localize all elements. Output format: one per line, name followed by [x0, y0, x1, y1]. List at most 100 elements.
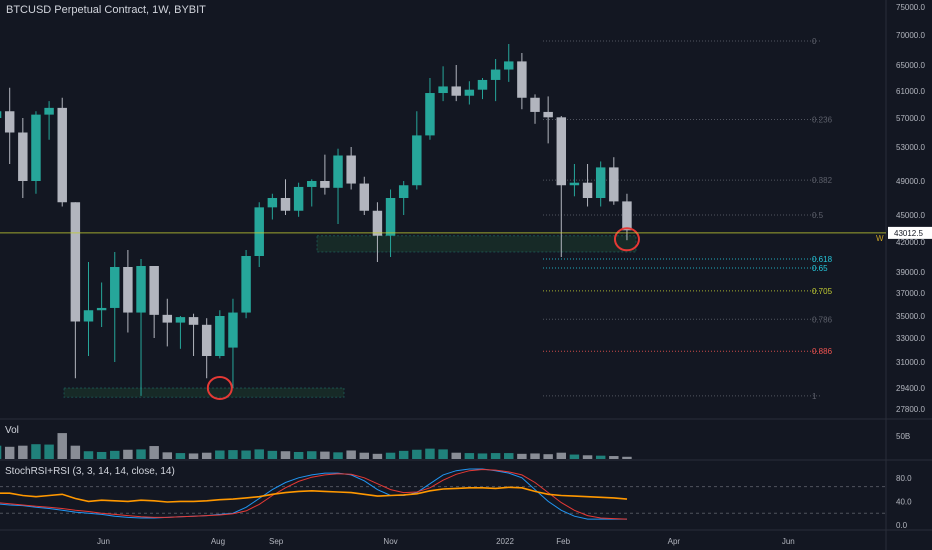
- volume-bar[interactable]: [136, 449, 146, 459]
- candle[interactable]: [609, 167, 619, 202]
- candle[interactable]: [267, 198, 278, 208]
- candle[interactable]: [556, 117, 567, 186]
- volume-bar[interactable]: [254, 449, 264, 459]
- volume-bar[interactable]: [582, 455, 593, 459]
- candle[interactable]: [333, 155, 343, 188]
- candle[interactable]: [188, 317, 199, 325]
- volume-bar[interactable]: [438, 449, 448, 459]
- candle[interactable]: [517, 61, 527, 98]
- candle[interactable]: [57, 107, 67, 203]
- candle[interactable]: [162, 314, 173, 323]
- candle[interactable]: [504, 61, 514, 70]
- candle[interactable]: [438, 86, 448, 94]
- candle[interactable]: [83, 310, 94, 322]
- volume-bar[interactable]: [385, 452, 396, 459]
- time-axis[interactable]: Jun Aug Sep Nov 2022 Feb Apr Jun: [97, 537, 795, 546]
- volume-bar[interactable]: [398, 450, 409, 459]
- volume-bar[interactable]: [57, 433, 67, 459]
- volume-bar[interactable]: [320, 451, 330, 459]
- volume-bar[interactable]: [110, 450, 120, 459]
- candle[interactable]: [201, 324, 212, 356]
- volume-bar[interactable]: [477, 453, 488, 459]
- volume-bar[interactable]: [241, 450, 251, 459]
- candle[interactable]: [543, 111, 553, 118]
- volume-bar[interactable]: [622, 456, 632, 459]
- candle[interactable]: [464, 89, 475, 96]
- candle[interactable]: [241, 256, 251, 313]
- volume-bar[interactable]: [530, 453, 540, 459]
- volume-bar[interactable]: [609, 456, 619, 459]
- candle[interactable]: [136, 266, 146, 313]
- candle[interactable]: [18, 132, 28, 182]
- candle[interactable]: [280, 198, 291, 211]
- volume-bar[interactable]: [412, 449, 422, 459]
- volume-bar[interactable]: [228, 450, 238, 459]
- volume-bar[interactable]: [162, 452, 173, 459]
- volume-bar[interactable]: [425, 448, 435, 459]
- volume-bar[interactable]: [267, 450, 278, 459]
- candle[interactable]: [96, 307, 107, 311]
- candle[interactable]: [228, 312, 238, 348]
- candle[interactable]: [359, 183, 370, 211]
- candle[interactable]: [595, 167, 606, 198]
- candle[interactable]: [70, 202, 81, 322]
- volume-bar[interactable]: [83, 451, 94, 459]
- volume-bar[interactable]: [123, 449, 133, 459]
- candle[interactable]: [622, 201, 632, 231]
- volume-bar[interactable]: [175, 453, 186, 459]
- volume-bar[interactable]: [517, 453, 527, 459]
- volume-bar[interactable]: [18, 445, 28, 459]
- volume-bar[interactable]: [451, 452, 461, 459]
- candle[interactable]: [123, 267, 133, 313]
- candle[interactable]: [110, 267, 120, 308]
- volume-bar[interactable]: [490, 453, 501, 459]
- volume-bar[interactable]: [280, 451, 291, 459]
- volume-bar[interactable]: [188, 453, 199, 459]
- candle[interactable]: [425, 93, 435, 136]
- volume-bar[interactable]: [31, 444, 41, 459]
- candle[interactable]: [254, 207, 264, 256]
- volume-bar[interactable]: [543, 454, 553, 459]
- volume-bar[interactable]: [70, 445, 81, 459]
- candle[interactable]: [477, 79, 488, 90]
- volume-bar[interactable]: [4, 446, 15, 459]
- candle[interactable]: [398, 185, 409, 198]
- candle[interactable]: [451, 86, 461, 96]
- volume-bar[interactable]: [372, 453, 383, 459]
- volume-bar[interactable]: [96, 451, 107, 459]
- volume-bar[interactable]: [149, 446, 159, 459]
- stochrsi-lines[interactable]: [0, 468, 886, 520]
- candle[interactable]: [44, 107, 54, 115]
- candles[interactable]: [0, 44, 632, 396]
- volume-bar[interactable]: [201, 452, 212, 459]
- volume-bar[interactable]: [595, 455, 606, 459]
- volume-bar[interactable]: [504, 453, 514, 459]
- volume-bar[interactable]: [307, 451, 317, 459]
- candle[interactable]: [215, 316, 225, 356]
- candle[interactable]: [307, 181, 317, 187]
- candle[interactable]: [490, 69, 501, 80]
- candle[interactable]: [4, 111, 15, 133]
- candle[interactable]: [149, 266, 159, 315]
- volume-bar[interactable]: [346, 450, 356, 459]
- oscillator-line-d[interactable]: [0, 468, 628, 520]
- candle[interactable]: [346, 155, 356, 184]
- volume-bar[interactable]: [215, 450, 225, 459]
- volume-bar[interactable]: [293, 451, 304, 459]
- price-axis[interactable]: 75000.0 70000.0 65000.0 61000.0 57000.0 53000…: [888, 3, 932, 530]
- candle[interactable]: [31, 114, 41, 181]
- volume-bar[interactable]: [464, 453, 475, 459]
- candle[interactable]: [412, 135, 422, 186]
- candle[interactable]: [293, 186, 304, 211]
- volume-bar[interactable]: [359, 452, 370, 459]
- candle[interactable]: [320, 181, 330, 188]
- oscillator-line-rsi[interactable]: [0, 486, 628, 503]
- oscillator-line-k[interactable]: [0, 468, 627, 520]
- volume-bar[interactable]: [556, 452, 567, 459]
- candle[interactable]: [569, 182, 580, 186]
- candle[interactable]: [372, 210, 383, 236]
- volume-bars[interactable]: [0, 433, 632, 459]
- volume-bar[interactable]: [333, 452, 343, 459]
- candle[interactable]: [530, 97, 540, 112]
